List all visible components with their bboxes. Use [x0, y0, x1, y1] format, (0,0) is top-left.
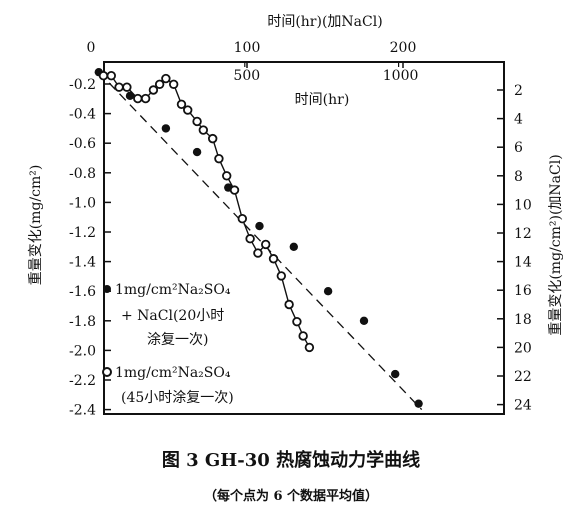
left-tick-label: -2.4 — [69, 403, 96, 419]
right-tick-label: 10 — [514, 197, 532, 213]
top-tick-label: 100 — [234, 40, 261, 56]
inner-tick-label: 1000 — [383, 68, 419, 84]
series-2-point — [161, 73, 171, 84]
inner-axis-title: 时间(hr) — [295, 92, 350, 108]
series-1-point — [125, 91, 135, 101]
series-2-point — [222, 171, 232, 181]
left-tick-label: -1.4 — [69, 255, 96, 271]
right-tick-label: 8 — [514, 169, 523, 185]
series-2-point — [276, 271, 287, 281]
left-axis-title: 重量变化(mg/cm²) — [28, 165, 44, 286]
series-2-point — [261, 239, 271, 250]
legend-marker-open — [102, 367, 112, 377]
right-tick-label: 6 — [514, 140, 523, 156]
right-tick-label: 24 — [514, 398, 532, 414]
series-2-point — [114, 82, 124, 92]
left-tick-label: -2.0 — [69, 343, 96, 359]
series-1-point — [391, 369, 400, 379]
series-2-point — [192, 116, 202, 127]
series-2-point — [133, 93, 143, 104]
series-1-point — [359, 316, 369, 325]
series-2-point — [253, 248, 263, 258]
legend-series-1-line-3: 涂复一次) — [147, 331, 208, 348]
series-2-point — [198, 125, 209, 135]
series-2-point — [154, 79, 165, 89]
left-tick-label: -0.2 — [69, 77, 96, 93]
inner-tick-label: 500 — [233, 68, 260, 84]
right-tick-label: 18 — [514, 312, 532, 328]
series-2-point — [148, 85, 159, 95]
series-2-point — [284, 299, 294, 310]
series-1-point — [289, 242, 298, 251]
series-2-point — [268, 254, 279, 264]
series-2-point — [304, 342, 315, 353]
series-2-point — [98, 70, 109, 81]
figure-note: （每个点为 6 个数据平均值） — [204, 488, 378, 504]
legend-series-1-line-2: + NaCl(20小时 — [121, 308, 224, 324]
right-tick-label: 4 — [514, 112, 523, 128]
right-axis-title: 重量变化(mg/cm²)(加NaCl) — [548, 154, 564, 335]
legend: 1mg/cm²Na₂SO₄ + NaCl(20小时 涂复一次) 1mg/cm²N… — [102, 282, 234, 406]
series-2-point — [176, 99, 187, 109]
left-tick-label: -0.4 — [69, 107, 96, 123]
series-points — [94, 67, 423, 408]
left-tick-label: -1.6 — [69, 284, 96, 300]
right-tick-label: 12 — [514, 226, 532, 242]
series-lines — [98, 71, 423, 411]
series-2-point — [237, 213, 248, 224]
series-1-point — [414, 399, 423, 408]
left-tick-label: -1.0 — [69, 195, 96, 211]
top-tick-label: 0 — [87, 40, 96, 56]
legend-series-2-line-1: 1mg/cm²Na₂SO₄ — [115, 365, 231, 381]
series-2-point — [140, 93, 151, 104]
series-1-dashed-line — [98, 71, 423, 411]
left-tick-label: -2.2 — [69, 373, 96, 389]
legend-marker-filled — [103, 285, 111, 293]
left-tick-label: -1.2 — [69, 225, 96, 241]
inner-axis-ticks: 500 1000 — [233, 62, 418, 84]
series-1-point — [161, 124, 171, 133]
series-2-point — [229, 185, 240, 195]
left-tick-label: -0.6 — [69, 136, 96, 152]
series-2-point — [106, 70, 116, 81]
series-2-point — [207, 133, 218, 144]
top-tick-label: 200 — [390, 40, 417, 56]
right-tick-label: 22 — [514, 369, 532, 385]
left-tick-label: -0.8 — [69, 166, 96, 182]
series-1-point — [192, 147, 202, 157]
legend-series-1-line-1: 1mg/cm²Na₂SO₄ — [115, 282, 231, 298]
series-1-point — [323, 287, 333, 296]
top-axis-ticks: 0 100 200 — [87, 40, 417, 68]
series-2-point — [214, 153, 224, 164]
series-1-point — [255, 221, 264, 231]
legend-series-2-line-2: (45小时涂复一次) — [121, 389, 234, 406]
right-tick-label: 20 — [514, 340, 532, 356]
right-tick-label: 16 — [514, 283, 532, 299]
right-tick-label: 2 — [514, 83, 523, 99]
figure-caption: 图 3 GH-30 热腐蚀动力学曲线 — [162, 449, 420, 471]
series-2-solid-line — [103, 75, 311, 348]
series-2-point — [298, 331, 308, 341]
right-tick-label: 14 — [514, 255, 532, 271]
left-tick-label: -1.8 — [69, 314, 96, 330]
plot-frame — [103, 61, 505, 415]
series-2-point — [245, 234, 255, 244]
series-2-point — [168, 79, 179, 89]
series-2-point — [183, 105, 193, 115]
top-axis-title: 时间(hr)(加NaCl) — [267, 14, 382, 30]
series-2-point — [122, 82, 132, 92]
series-2-point — [292, 316, 302, 327]
